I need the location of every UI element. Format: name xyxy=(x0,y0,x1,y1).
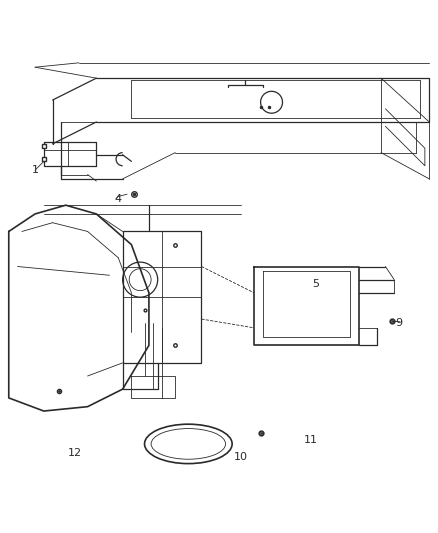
Text: 4: 4 xyxy=(115,193,122,204)
Text: 1: 1 xyxy=(32,165,39,175)
Text: 10: 10 xyxy=(234,452,248,462)
Text: 11: 11 xyxy=(304,434,318,445)
Text: 12: 12 xyxy=(67,448,81,458)
Text: 5: 5 xyxy=(312,279,319,289)
Text: 9: 9 xyxy=(395,318,402,328)
